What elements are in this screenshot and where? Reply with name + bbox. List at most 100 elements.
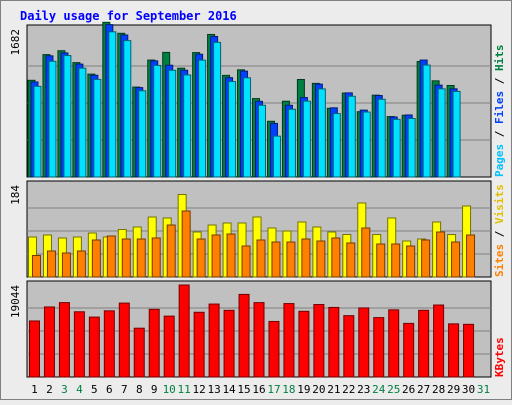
- bar-pages-day-26: [407, 117, 416, 178]
- x-label-day-29: 29: [447, 383, 460, 396]
- legend-part: Pages: [493, 144, 506, 177]
- bar-pages-day-7: [123, 40, 132, 178]
- bar-kbytes-day-18: [283, 303, 295, 378]
- bar-sites-day-1: [31, 255, 41, 278]
- bar-sites-day-15: [241, 245, 251, 278]
- x-label-day-23: 23: [357, 383, 370, 396]
- legend-part: Visits: [493, 184, 506, 224]
- bar-kbytes-day-6: [103, 310, 115, 378]
- bar-kbytes-day-11: [178, 284, 190, 378]
- panel-kbytes: 19044 KBytes: [9, 280, 506, 378]
- bar-pages-day-20: [317, 88, 326, 178]
- bar-pages-day-13: [213, 41, 222, 178]
- legend-part: KBytes: [493, 337, 506, 377]
- bar-pages-day-28: [437, 88, 446, 178]
- x-label-day-12: 12: [193, 383, 206, 396]
- x-label-day-22: 22: [342, 383, 355, 396]
- bar-sites-day-27: [421, 239, 431, 278]
- bar-kbytes-day-4: [73, 311, 85, 378]
- bar-kbytes-day-7: [118, 302, 130, 378]
- x-label-day-4: 4: [76, 383, 83, 396]
- bar-sites-day-2: [46, 250, 56, 278]
- bar-kbytes-day-1: [28, 320, 40, 378]
- bar-pages-day-1: [33, 85, 42, 178]
- x-label-day-14: 14: [222, 383, 236, 396]
- bar-kbytes-day-20: [313, 304, 325, 378]
- panels: 1682 Pages / Files / Hits 184 Sites / Visit…: [9, 21, 506, 378]
- bar-pages-day-9: [153, 64, 162, 178]
- bar-pages-day-23: [362, 111, 371, 178]
- panel-visits-sites: 184 Sites / Visits: [9, 180, 506, 278]
- bar-kbytes-day-3: [58, 302, 70, 378]
- bar-kbytes-day-13: [208, 303, 220, 378]
- bar-sites-day-5: [91, 239, 101, 278]
- bar-sites-day-20: [316, 240, 326, 278]
- bar-kbytes-day-17: [268, 320, 280, 378]
- x-label-day-16: 16: [252, 383, 265, 396]
- bar-sites-day-10: [166, 224, 176, 278]
- bar-kbytes-day-19: [298, 310, 310, 378]
- legend-part: Files: [493, 91, 506, 124]
- bar-pages-day-10: [168, 69, 177, 178]
- bar-sites-day-30: [466, 234, 476, 278]
- x-label-day-24: 24: [372, 383, 386, 396]
- bar-pages-day-2: [48, 60, 57, 178]
- bar-kbytes-day-22: [343, 315, 355, 378]
- bar-sites-day-24: [376, 243, 386, 278]
- bar-kbytes-day-12: [193, 311, 205, 378]
- x-label-day-1: 1: [31, 383, 38, 396]
- bar-sites-day-17: [271, 241, 281, 278]
- x-label-day-5: 5: [91, 383, 98, 396]
- bar-kbytes-day-8: [133, 327, 145, 378]
- side-legend-visits-sites: Sites / Visits: [493, 184, 506, 277]
- legend-part: /: [493, 224, 506, 244]
- bar-sites-day-4: [76, 250, 86, 278]
- bar-pages-day-12: [198, 59, 207, 178]
- bar-sites-day-19: [301, 238, 311, 278]
- bar-kbytes-day-24: [373, 317, 385, 378]
- x-label-day-31: 31: [477, 383, 490, 396]
- bar-kbytes-day-15: [238, 293, 250, 378]
- bar-kbytes-day-27: [418, 309, 430, 378]
- side-legend-kbytes: KBytes: [493, 337, 506, 377]
- x-label-day-30: 30: [462, 383, 475, 396]
- bar-sites-day-7: [121, 238, 131, 278]
- bar-pages-day-22: [347, 95, 356, 178]
- bar-pages-day-8: [138, 90, 147, 178]
- bar-sites-day-16: [256, 239, 266, 278]
- bar-pages-day-5: [93, 78, 102, 178]
- x-label-day-9: 9: [151, 383, 158, 396]
- legend-part: /: [493, 71, 506, 91]
- bar-pages-day-6: [108, 31, 117, 178]
- bar-sites-day-3: [61, 252, 71, 278]
- chart-title: Daily usage for September 2016: [20, 9, 237, 23]
- bar-kbytes-day-25: [388, 309, 400, 378]
- bar-kbytes-day-26: [403, 322, 415, 378]
- x-label-day-20: 20: [312, 383, 325, 396]
- bar-pages-day-11: [183, 74, 192, 178]
- bar-sites-day-28: [436, 231, 446, 278]
- x-label-day-3: 3: [61, 383, 68, 396]
- bar-sites-day-11: [181, 210, 191, 278]
- x-label-day-27: 27: [417, 383, 430, 396]
- bar-pages-day-27: [422, 64, 431, 178]
- bar-pages-day-14: [228, 81, 237, 178]
- bar-kbytes-day-5: [88, 316, 100, 378]
- bar-sites-day-14: [226, 233, 236, 278]
- x-label-day-7: 7: [121, 383, 128, 396]
- bar-pages-day-15: [243, 77, 252, 178]
- x-label-day-21: 21: [327, 383, 340, 396]
- bar-pages-day-19: [302, 100, 311, 178]
- x-label-day-2: 2: [46, 383, 53, 396]
- legend-part: /: [493, 124, 506, 144]
- panel-pages-files-hits: 1682 Pages / Files / Hits: [9, 21, 506, 178]
- y-max-label: 19044: [9, 285, 22, 318]
- x-label-day-15: 15: [237, 383, 250, 396]
- bar-sites-day-13: [211, 234, 221, 278]
- y-max-label: 184: [9, 185, 22, 205]
- x-label-day-8: 8: [136, 383, 143, 396]
- bar-sites-day-26: [406, 245, 416, 278]
- bar-kbytes-day-2: [43, 306, 55, 378]
- bar-kbytes-day-21: [328, 306, 340, 378]
